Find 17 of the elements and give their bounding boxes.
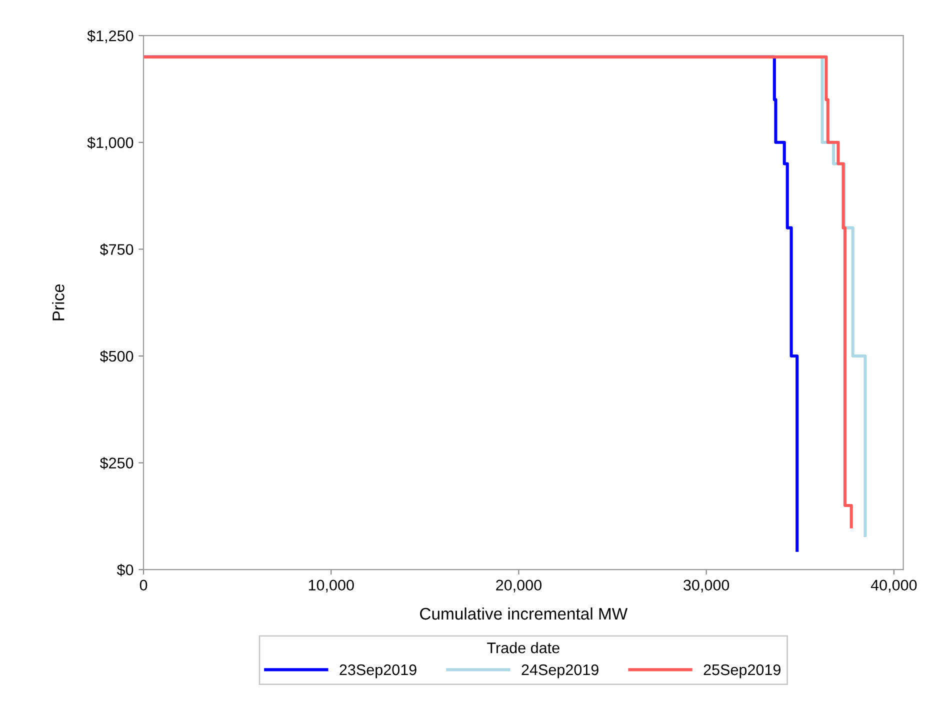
legend-title: Trade date	[487, 642, 560, 654]
x-tick-label: 0	[140, 580, 148, 591]
y-tick-label: $250	[100, 457, 134, 470]
x-tick-label: 30,000	[684, 580, 730, 592]
legend-label: 25Sep2019	[704, 664, 780, 678]
y-tick-label: $1,250	[87, 30, 134, 44]
legend-label: 23Sep2019	[340, 664, 416, 678]
x-tick-label: 20,000	[496, 580, 542, 592]
x-axis-title: Cumulative incremental MW	[420, 607, 628, 620]
y-axis-title: Price	[52, 284, 64, 320]
y-tick-label: $0	[116, 564, 134, 576]
x-tick-label: 40,000	[870, 580, 917, 592]
y-tick-label: $1,000	[87, 136, 134, 150]
y-tick-label: $750	[100, 243, 134, 256]
x-tick-label: 10,000	[308, 580, 354, 592]
legend-label: 24Sep2019	[522, 664, 598, 678]
y-tick-label: $500	[100, 350, 134, 363]
